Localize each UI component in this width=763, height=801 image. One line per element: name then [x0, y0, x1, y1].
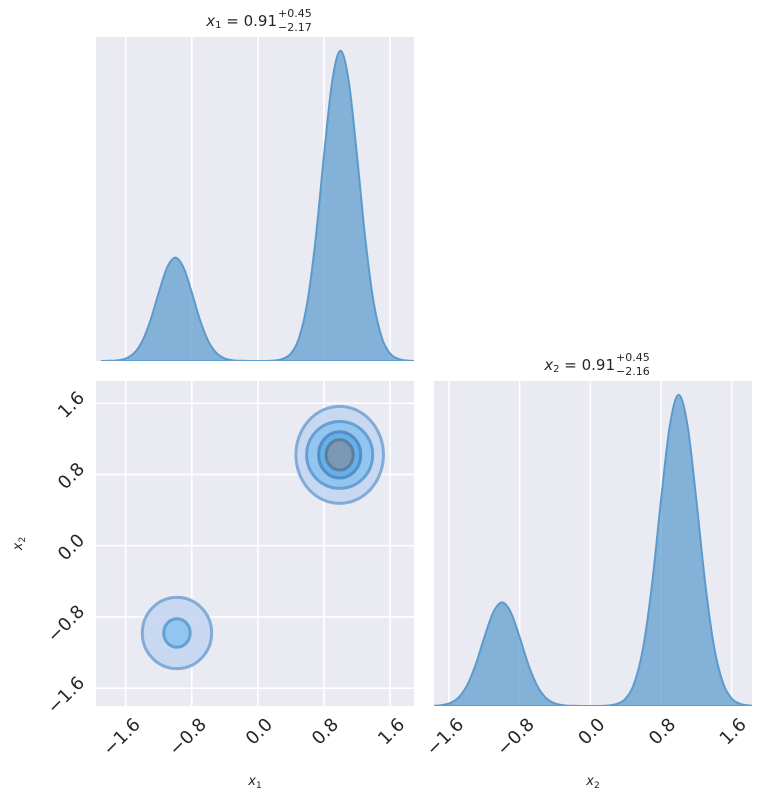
density-area [100, 49, 414, 361]
axis-label-var: x [585, 774, 594, 789]
title-main: = 0.91 [559, 356, 615, 374]
title-sup: +0.45 [616, 351, 650, 364]
plot-area [140, 404, 385, 671]
title-var: x [543, 356, 553, 374]
axis-label: x2 [585, 774, 600, 791]
x-tick-label: 0.8 [645, 714, 680, 749]
y-tick-label: −0.8 [43, 601, 89, 647]
axis-label: x1 [247, 774, 262, 791]
axis-label-sub: 2 [17, 537, 27, 543]
plot-area [434, 393, 752, 706]
density-area [434, 393, 752, 706]
panel-title: x1 = 0.91 [205, 12, 277, 32]
title-low: −2.16 [616, 365, 650, 378]
panel-title: x2 = 0.91 [543, 356, 615, 376]
axis-label-var: x [11, 542, 26, 551]
contour-level [324, 438, 355, 472]
x-tick-label: 0.8 [308, 714, 343, 749]
x-tick-label: −1.6 [99, 714, 145, 760]
y-tick-label: 0.0 [54, 530, 89, 565]
title-sub: 2 [553, 364, 559, 375]
x-tick-label: 0.0 [242, 714, 277, 749]
y-tick-label: −1.6 [43, 672, 89, 718]
title-sup: +0.45 [278, 7, 312, 20]
title-var: x [205, 12, 215, 30]
y-tick-label: 1.6 [54, 387, 89, 422]
axis-label-sub: 1 [256, 780, 262, 790]
x-tick-label: −0.8 [165, 714, 211, 760]
axis-label-var: x [247, 774, 256, 789]
y-tick-label: 0.8 [54, 459, 89, 494]
contour-level [162, 617, 192, 649]
plot-area [100, 49, 414, 361]
x-tick-label: −1.6 [422, 714, 468, 760]
x-tick-label: 1.6 [716, 714, 751, 749]
axis-label: x2 [11, 537, 28, 552]
x-tick-label: 0.0 [574, 714, 609, 749]
title-main: = 0.91 [221, 12, 277, 30]
title-sub: 1 [215, 20, 221, 31]
x-tick-label: 1.6 [374, 714, 409, 749]
axis-label-sub: 2 [594, 780, 600, 790]
x-tick-label: −0.8 [493, 714, 539, 760]
title-low: −2.17 [278, 21, 312, 34]
